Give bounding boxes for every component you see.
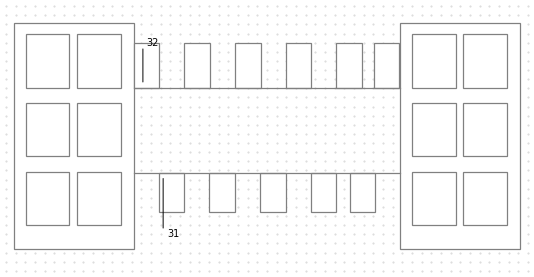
Bar <box>260 173 286 212</box>
Bar <box>26 171 69 225</box>
Bar <box>311 173 336 212</box>
Bar <box>77 34 121 88</box>
Bar <box>400 23 520 249</box>
Bar <box>184 43 210 88</box>
Bar <box>373 43 399 88</box>
Bar <box>286 43 311 88</box>
Bar <box>463 171 507 225</box>
Bar <box>412 171 456 225</box>
Bar <box>209 173 235 212</box>
Bar <box>336 43 362 88</box>
Bar <box>26 34 69 88</box>
Text: 32: 32 <box>147 39 159 48</box>
Bar <box>463 103 507 157</box>
Bar <box>134 43 160 88</box>
Bar <box>77 171 121 225</box>
Bar <box>350 173 375 212</box>
Bar <box>14 23 134 249</box>
Bar <box>412 34 456 88</box>
Text: 31: 31 <box>167 229 179 238</box>
Bar <box>159 173 184 212</box>
Bar <box>26 103 69 157</box>
Bar <box>235 43 261 88</box>
Bar <box>77 103 121 157</box>
Bar <box>463 34 507 88</box>
Bar <box>412 103 456 157</box>
